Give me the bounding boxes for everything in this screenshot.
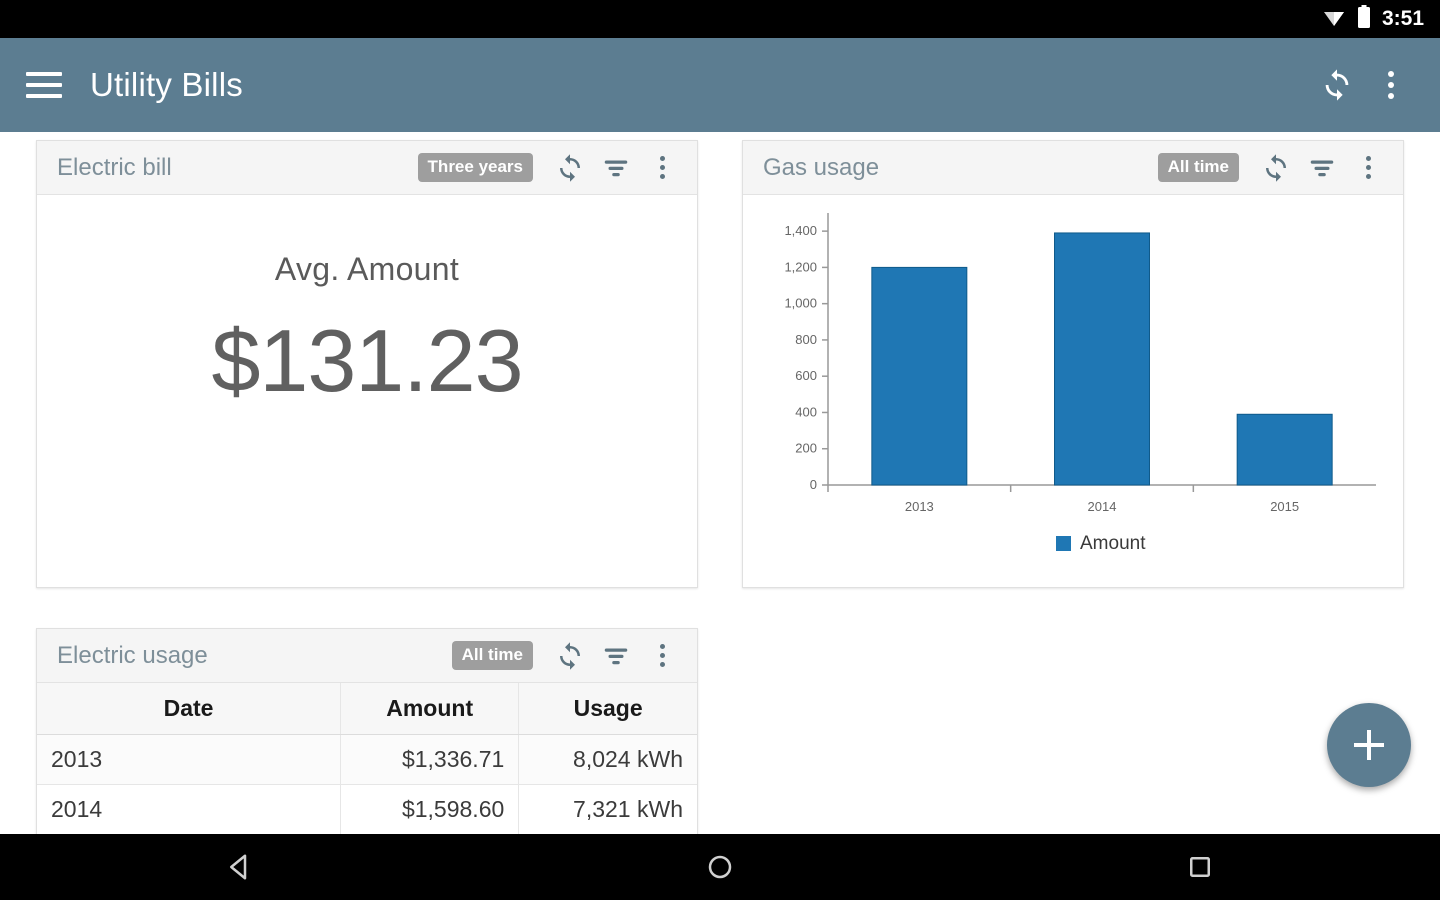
card-header: Gas usage All time <box>743 141 1403 195</box>
y-tick-label: 600 <box>795 368 817 383</box>
kpi-label: Avg. Amount <box>274 251 460 287</box>
card-header: Electric bill Three years <box>37 141 697 195</box>
card-overflow-button-gas-usage[interactable] <box>1345 145 1391 191</box>
electric-usage-table: Date Amount Usage 2013 $1,336.71 8,024 kWh… <box>37 683 697 834</box>
appbar-refresh-button[interactable] <box>1310 58 1364 112</box>
cell-amount: $1,336.71 <box>340 734 520 785</box>
filter-icon <box>601 153 631 183</box>
card-body-electric-bill: Avg. Amount $131.23 <box>37 195 697 587</box>
refresh-icon <box>555 153 585 183</box>
card-filter-button-electric-bill[interactable] <box>593 145 639 191</box>
cell-usage: 7,321 kWh <box>518 784 697 834</box>
card-title-gas-usage: Gas usage <box>763 153 880 181</box>
nav-home-button[interactable] <box>660 834 780 900</box>
card-title-electric-bill: Electric bill <box>57 153 172 181</box>
card-header: Electric usage All time <box>37 629 697 683</box>
wifi-icon <box>1322 7 1346 32</box>
y-tick-label: 400 <box>795 404 817 419</box>
legend-swatch <box>1056 536 1071 551</box>
y-tick-label: 1,200 <box>784 259 817 274</box>
refresh-icon <box>1261 153 1291 183</box>
table-row[interactable]: 2013 $1,336.71 8,024 kWh <box>37 734 697 785</box>
card-body-electric-usage: Date Amount Usage 2013 $1,336.71 8,024 kWh… <box>37 683 697 834</box>
table-header-row: Date Amount Usage <box>37 683 697 735</box>
filter-icon <box>1307 153 1337 183</box>
bar-chart: 0 200 400 600 800 1,000 1,200 1,400 2013 2014 2015… <box>743 195 1403 587</box>
data-table-wrapper[interactable]: Date Amount Usage 2013 $1,336.71 8,024 kWh… <box>37 683 697 834</box>
refresh-icon <box>555 641 585 671</box>
y-tick-label: 0 <box>810 477 817 492</box>
android-navigation-bar <box>0 834 1440 900</box>
y-tick-label: 1,000 <box>784 296 817 311</box>
appbar-overflow-button[interactable] <box>1364 58 1418 112</box>
card-overflow-button-electric-bill[interactable] <box>639 145 685 191</box>
hamburger-menu-icon[interactable] <box>26 72 62 98</box>
card-title-electric-usage: Electric usage <box>57 641 208 669</box>
card-refresh-button-gas-usage[interactable] <box>1253 145 1299 191</box>
cell-usage: 8,024 kWh <box>518 734 697 785</box>
bar[interactable] <box>1236 413 1333 486</box>
overflow-menu-icon <box>1388 71 1394 99</box>
x-tick-label: 2013 <box>905 499 934 514</box>
card-electric-bill: Electric bill Three years <box>36 140 698 588</box>
add-record-fab[interactable] <box>1327 703 1411 787</box>
dashboard-content: Electric bill Three years <box>0 132 1440 834</box>
overflow-menu-icon <box>659 156 665 179</box>
back-triangle-icon <box>225 852 255 882</box>
nav-recents-button[interactable] <box>1140 834 1260 900</box>
plus-icon <box>1354 730 1384 760</box>
x-tick-label: 2015 <box>1270 499 1299 514</box>
overflow-menu-icon <box>659 644 665 667</box>
table-head: Date Amount Usage <box>37 683 697 735</box>
status-bar-time: 3:51 <box>1381 7 1424 30</box>
legend-label: Amount <box>1080 533 1146 554</box>
recents-square-icon <box>1185 852 1215 882</box>
app-bar: Utility Bills <box>0 38 1440 132</box>
card-electric-usage: Electric usage All time <box>36 628 698 834</box>
kpi-block: Avg. Amount $131.23 <box>37 195 697 412</box>
cell-date: 2013 <box>37 734 342 785</box>
card-overflow-button-electric-usage[interactable] <box>639 633 685 679</box>
x-tick-label: 2014 <box>1088 499 1117 514</box>
y-tick-label: 1,400 <box>784 223 817 238</box>
status-badge-electric-usage[interactable]: All time <box>451 641 533 670</box>
status-icons: 3:51 <box>1322 4 1424 34</box>
card-body-gas-usage: 0 200 400 600 800 1,000 1,200 1,400 2013 2014 2015… <box>743 195 1403 587</box>
status-badge-gas-usage[interactable]: All time <box>1157 153 1239 182</box>
kpi-value: $131.23 <box>211 311 523 410</box>
card-refresh-button-electric-usage[interactable] <box>547 633 593 679</box>
table-body: 2013 $1,336.71 8,024 kWh 2014 $1,598.60 7,321… <box>37 734 697 834</box>
y-tick-label: 800 <box>795 332 817 347</box>
nav-back-button[interactable] <box>180 834 300 900</box>
page-title: Utility Bills <box>90 66 243 103</box>
status-bar: 3:51 <box>0 0 1440 38</box>
column-header-usage[interactable]: Usage <box>518 683 697 735</box>
column-header-amount[interactable]: Amount <box>340 683 520 735</box>
status-badge-electric-bill[interactable]: Three years <box>417 153 533 182</box>
y-tick-label: 200 <box>795 441 817 456</box>
bar-chart-svg: 0 200 400 600 800 1,000 1,200 1,400 2013 2014 2015… <box>784 213 1376 554</box>
filter-icon <box>601 641 631 671</box>
battery-icon <box>1357 4 1371 34</box>
overflow-menu-icon <box>1365 156 1371 179</box>
card-refresh-button-electric-bill[interactable] <box>547 145 593 191</box>
refresh-icon <box>1320 68 1354 102</box>
column-header-date[interactable]: Date <box>37 683 342 735</box>
card-gas-usage: Gas usage All time <box>742 140 1404 588</box>
home-circle-icon <box>705 852 735 882</box>
bar[interactable] <box>1054 232 1150 486</box>
bar[interactable] <box>871 266 968 486</box>
cell-date: 2014 <box>37 784 342 834</box>
card-filter-button-gas-usage[interactable] <box>1299 145 1345 191</box>
card-filter-button-electric-usage[interactable] <box>593 633 639 679</box>
table-row[interactable]: 2014 $1,598.60 7,321 kWh <box>37 784 697 834</box>
cell-amount: $1,598.60 <box>340 784 520 834</box>
